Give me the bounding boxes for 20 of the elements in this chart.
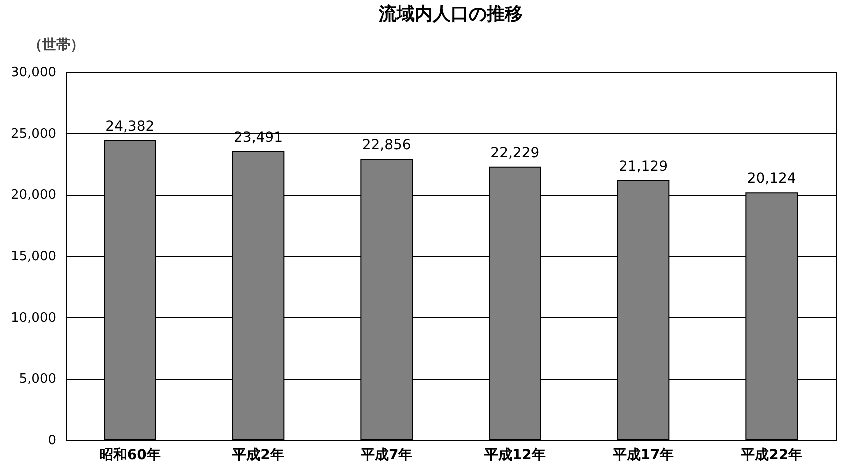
x-tick-label: 平成17年 [612,448,674,464]
y-tick-label: 5,000 [19,372,56,388]
data-label: 22,856 [362,138,412,154]
y-axis-title: （世帯） [28,38,84,54]
y-tick-label: 0 [48,434,56,448]
x-tick-label: 平成2年 [232,448,284,464]
y-tick-label: 30,000 [11,66,56,80]
chart-title: 流域内人口の推移 [378,4,523,25]
data-label: 20,124 [747,171,796,188]
data-label: 22,229 [490,145,540,162]
y-tick-label: 20,000 [11,188,56,204]
x-tick-label: 平成22年 [740,448,803,464]
y-tick-label: 25,000 [11,126,56,142]
x-tick-label: 平成7年 [360,448,413,464]
y-tick-label: 10,000 [11,310,56,326]
data-label: 21,129 [619,158,668,175]
x-tick-label: 平成12年 [483,448,546,464]
y-tick-label: 15,000 [11,250,56,264]
data-label: 24,382 [106,118,155,135]
x-tick-label: 昭和60年 [99,448,161,464]
